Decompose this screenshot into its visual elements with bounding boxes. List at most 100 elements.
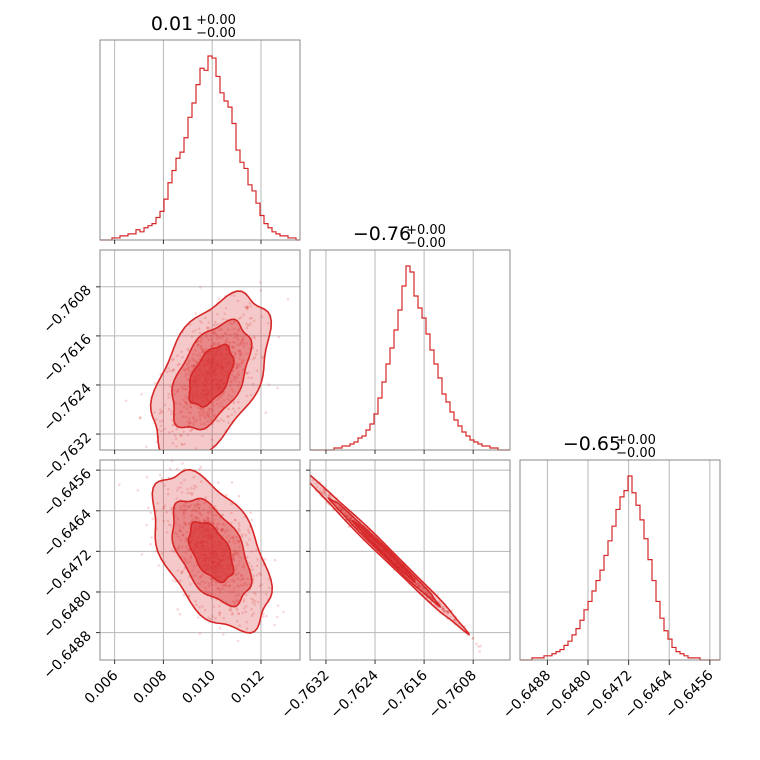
sample-point (234, 549, 238, 553)
sample-point (182, 512, 186, 516)
sample-point (198, 606, 202, 609)
sample-point (193, 515, 197, 519)
sample-point (176, 390, 179, 393)
sample-point (207, 510, 210, 513)
sample-point (184, 521, 187, 525)
sample-point (235, 606, 238, 610)
sample-point (234, 572, 237, 576)
sample-point (441, 608, 445, 611)
sample-point (236, 336, 239, 339)
scatter-panel-2: −0.7632−0.7624−0.7616−0.7608 (279, 459, 511, 722)
sample-point (223, 584, 226, 587)
sample-point (321, 489, 325, 492)
sample-point (183, 557, 186, 561)
sample-point (239, 556, 243, 560)
sample-point (477, 645, 480, 648)
sample-point (180, 571, 183, 575)
sample-point (479, 644, 483, 648)
sample-point (177, 486, 180, 490)
sample-point (209, 344, 213, 348)
sample-point (229, 384, 232, 388)
sample-point (139, 416, 142, 419)
sample-point (260, 315, 264, 318)
sample-point (238, 317, 241, 320)
sample-point (149, 543, 152, 546)
sample-point (250, 550, 254, 553)
param-title-sup-0: +0.00 (196, 13, 236, 28)
histogram-step-1 (310, 265, 510, 451)
sample-point (259, 289, 263, 292)
sample-point (204, 316, 207, 320)
panel-frame (99, 39, 301, 241)
sample-point (237, 522, 240, 525)
sample-point (157, 564, 160, 567)
sample-point (197, 506, 201, 510)
sample-point (217, 398, 220, 401)
sample-point (235, 375, 239, 379)
sample-point (217, 297, 220, 301)
sample-point (446, 612, 449, 616)
sample-point (218, 588, 222, 592)
param-title-sup-2: +0.00 (616, 433, 656, 448)
sample-point (246, 305, 249, 308)
sample-point (207, 326, 211, 330)
sample-point (221, 529, 224, 532)
sample-point (238, 357, 241, 361)
sample-point (252, 612, 255, 615)
sample-point (153, 411, 156, 414)
sample-point (227, 421, 230, 425)
sample-point (242, 600, 246, 603)
sample-point (249, 393, 253, 397)
sample-point (208, 506, 212, 509)
sample-point (416, 584, 419, 587)
sample-point (171, 441, 175, 445)
sample-point (340, 508, 344, 511)
sample-point (180, 434, 183, 438)
sample-point (231, 559, 235, 562)
sample-point (233, 341, 237, 344)
sample-point (319, 490, 323, 493)
sample-point (193, 484, 196, 487)
sample-point (182, 368, 186, 371)
sample-point (199, 340, 203, 344)
sample-point (201, 349, 204, 353)
sample-point (232, 580, 236, 584)
sample-point (199, 346, 203, 350)
sample-point (246, 543, 249, 547)
sample-point (415, 582, 418, 586)
sample-point (150, 536, 153, 539)
sample-point (238, 364, 242, 368)
sample-point (242, 358, 245, 362)
sample-point (179, 508, 182, 511)
sample-point (184, 394, 187, 398)
sample-point (237, 551, 240, 555)
sample-point (250, 376, 253, 380)
sample-point (200, 348, 204, 351)
sample-point (183, 369, 186, 372)
sample-point (227, 407, 230, 411)
sample-point (215, 402, 219, 406)
sample-point (161, 419, 164, 423)
sample-point (183, 515, 186, 519)
sample-point (205, 335, 208, 339)
panel-frame (99, 459, 301, 661)
sample-point (230, 413, 234, 417)
sample-point (176, 467, 179, 471)
sample-point (188, 373, 191, 376)
sample-point (244, 605, 248, 608)
sample-point (166, 519, 170, 523)
sample-point (215, 419, 218, 422)
sample-point (255, 564, 259, 567)
sample-point (198, 467, 201, 471)
sample-point (206, 420, 210, 423)
sample-point (233, 410, 237, 414)
sample-point (241, 338, 244, 342)
sample-point (196, 339, 200, 343)
sample-point (260, 583, 263, 586)
sample-point (179, 579, 182, 583)
sample-point (258, 585, 262, 588)
sample-point (192, 353, 195, 356)
sample-point (238, 624, 241, 627)
sample-point (232, 578, 236, 582)
